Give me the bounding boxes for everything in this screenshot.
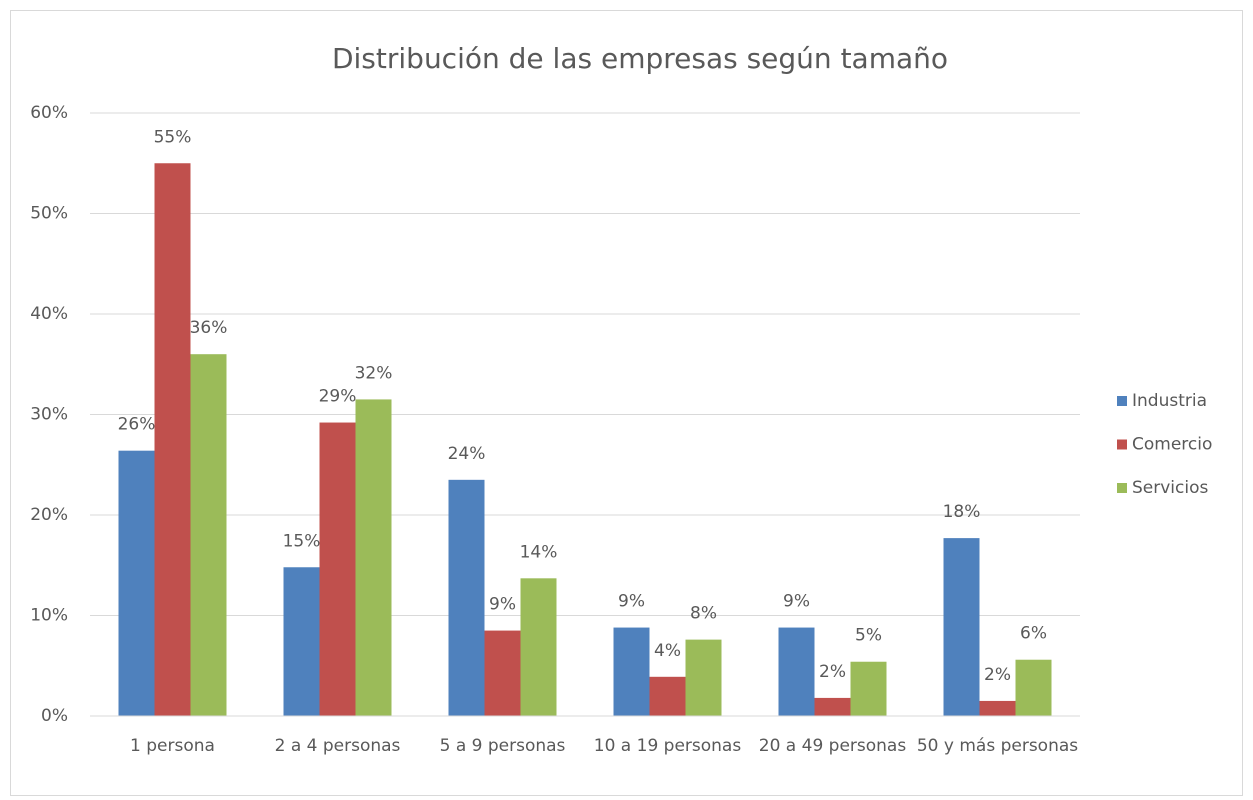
data-label: 8% <box>690 604 717 624</box>
bar <box>1015 659 1052 716</box>
bar <box>190 354 227 716</box>
data-label: 9% <box>618 592 645 612</box>
bar <box>319 422 356 716</box>
bar <box>283 567 320 716</box>
x-tick-label: 5 a 9 personas <box>440 736 566 756</box>
legend-swatch <box>1117 439 1127 450</box>
data-label: 9% <box>783 592 810 612</box>
data-label: 32% <box>355 363 393 383</box>
bar <box>613 627 650 716</box>
legend-swatch <box>1117 483 1127 493</box>
data-label: 36% <box>190 318 228 338</box>
bar <box>118 450 155 716</box>
bar <box>649 676 686 716</box>
data-label: 9% <box>489 595 516 615</box>
data-label: 2% <box>984 665 1011 685</box>
data-label: 55% <box>154 127 192 147</box>
data-label: 15% <box>283 531 321 551</box>
data-label: 24% <box>448 444 486 464</box>
bar <box>778 627 815 716</box>
x-tick-label: 10 a 19 personas <box>594 736 742 756</box>
data-label: 2% <box>819 662 846 682</box>
bar <box>154 163 191 716</box>
data-label: 18% <box>943 502 981 522</box>
data-label: 4% <box>654 641 681 661</box>
y-tick-label: 10% <box>30 606 68 626</box>
bar <box>448 479 485 716</box>
bar <box>520 578 557 716</box>
y-tick-label: 60% <box>30 103 68 123</box>
legend-label: Industria <box>1132 391 1207 411</box>
x-tick-label: 50 y más personas <box>917 736 1078 756</box>
y-tick-label: 30% <box>30 405 68 425</box>
bar <box>685 639 722 716</box>
x-tick-label: 2 a 4 personas <box>275 736 401 756</box>
data-label: 6% <box>1020 624 1047 644</box>
bar <box>979 700 1016 716</box>
data-label: 5% <box>855 626 882 646</box>
data-label: 29% <box>319 387 357 407</box>
bar <box>814 697 851 716</box>
legend-swatch <box>1117 396 1127 406</box>
legend-label: Comercio <box>1132 435 1212 455</box>
chart-title: Distribución de las empresas según tamañ… <box>332 42 948 75</box>
y-tick-label: 0% <box>41 706 68 726</box>
bar <box>484 630 521 716</box>
data-label: 14% <box>520 542 558 562</box>
x-tick-label: 1 persona <box>130 736 215 756</box>
bar <box>943 538 980 716</box>
x-tick-label: 20 a 49 personas <box>759 736 907 756</box>
legend-label: Servicios <box>1132 478 1208 498</box>
data-label: 26% <box>118 415 156 435</box>
y-tick-label: 40% <box>30 304 68 324</box>
bar <box>355 399 392 716</box>
bar <box>850 661 887 716</box>
y-tick-label: 20% <box>30 505 68 525</box>
y-tick-label: 50% <box>30 204 68 224</box>
